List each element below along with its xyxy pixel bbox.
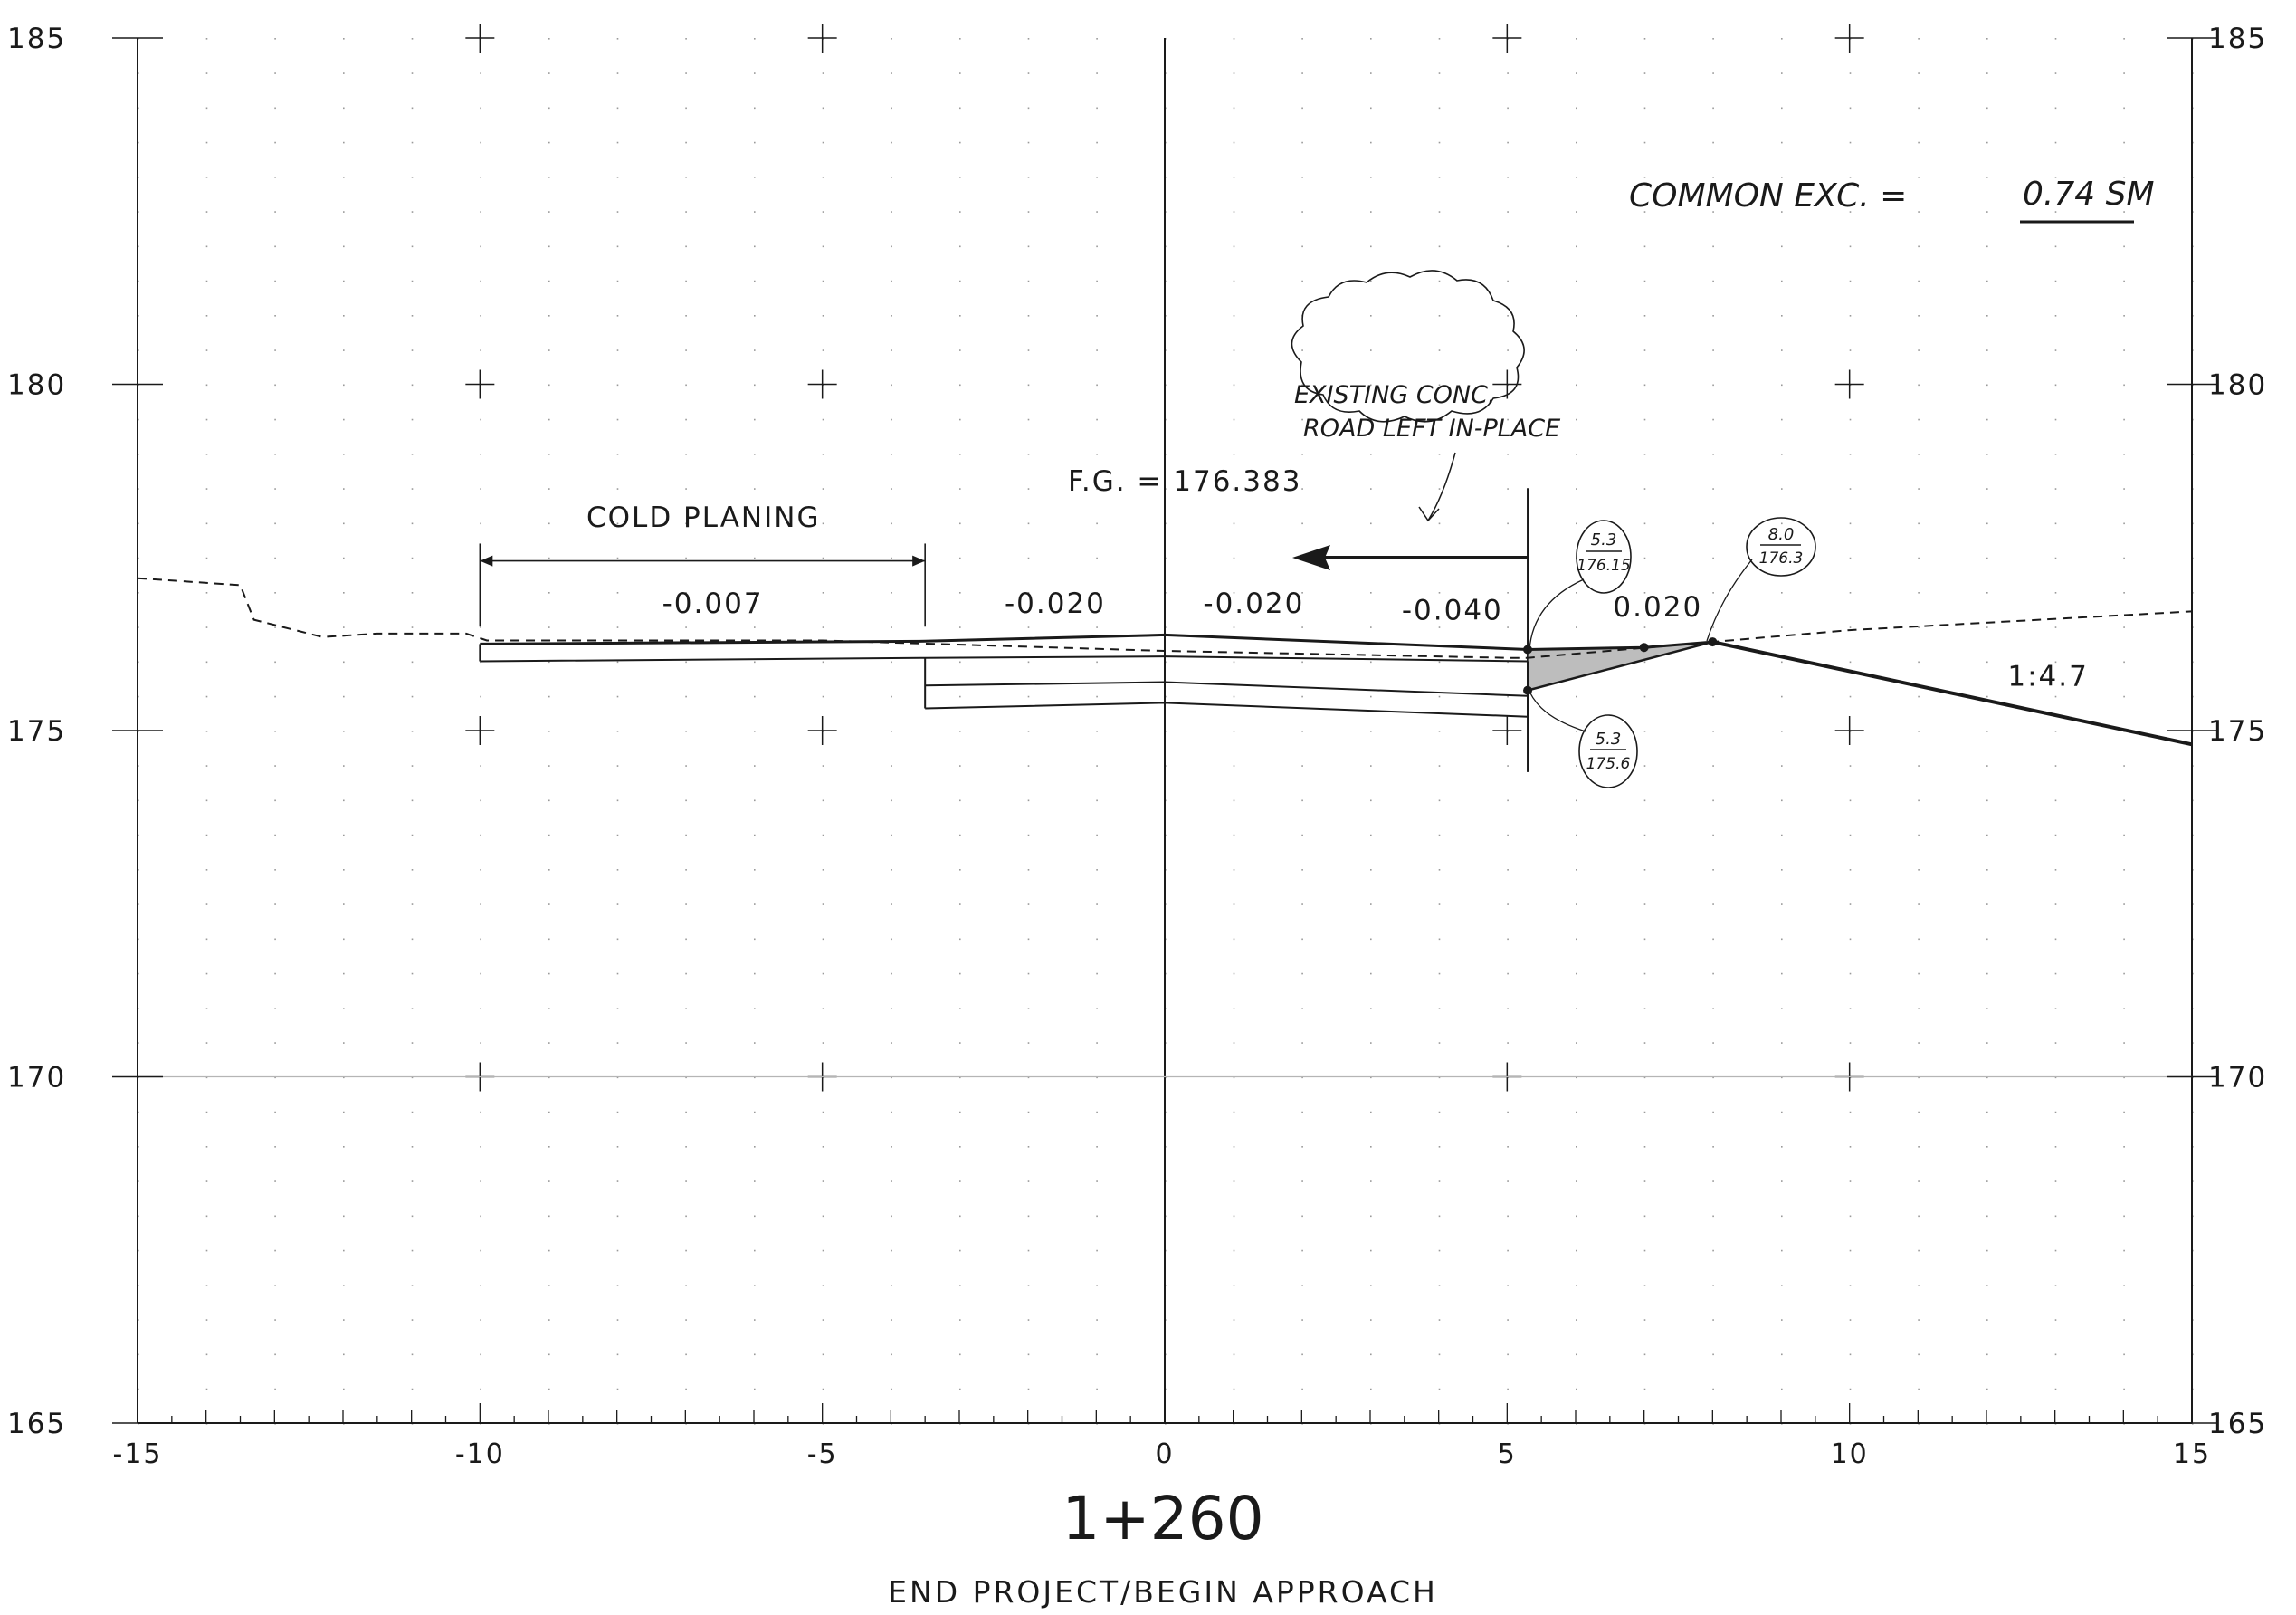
callout-2-top: 8.0 <box>1768 525 1795 544</box>
base-bottom-line <box>925 702 1529 718</box>
x-tick-label: 0 <box>1155 1438 1174 1470</box>
grid-cross <box>807 369 837 399</box>
y-tick-label-right: 165 <box>2208 1408 2267 1440</box>
slope-label: -0.007 <box>662 588 764 620</box>
callout-2-bottom: 176.3 <box>1759 549 1804 568</box>
section-geometry <box>137 543 2193 747</box>
grid-cross <box>1492 24 1522 53</box>
subtitle-label: END PROJECT/BEGIN APPROACH <box>888 1574 1438 1610</box>
cold-planing-arrow-left <box>480 555 493 567</box>
callout-1-bottom: 176.15 <box>1577 557 1630 575</box>
grid-cross <box>807 24 837 53</box>
x-tick-label: 10 <box>1831 1438 1869 1470</box>
slope-label: -0.020 <box>1203 588 1304 620</box>
section-labels: -0.007 -0.020 -0.020 -0.040 0.020 1:4.7 <box>662 588 2088 693</box>
slope-label: 1:4.7 <box>2007 660 2088 693</box>
x-tick-label: -15 <box>113 1438 163 1470</box>
grid-cross <box>465 24 495 53</box>
callout-2: 8.0 176.3 <box>1706 517 1816 642</box>
callout-3-bottom: 175.6 <box>1586 755 1631 773</box>
cloud-leader-arrowhead <box>1418 506 1440 522</box>
base-top-line <box>925 681 1529 697</box>
foreslope-line <box>1527 640 1713 692</box>
control-point <box>1708 637 1718 647</box>
cloud-outline <box>1291 270 1525 423</box>
x-tick-label: -5 <box>807 1438 838 1470</box>
y-tick-label-left: 165 <box>7 1408 66 1440</box>
slope-label: -0.020 <box>1005 588 1106 620</box>
slope-label: 0.020 <box>1613 591 1702 624</box>
grid-cross <box>1834 716 1864 745</box>
cloud-leader <box>1427 452 1456 521</box>
y-tick-label-left: 175 <box>7 715 66 748</box>
grid-cross <box>807 716 837 745</box>
cold-planing-label: COLD PLANING <box>586 502 820 534</box>
grid-cross <box>1834 369 1864 399</box>
x-tick-label: 5 <box>1498 1438 1517 1470</box>
x-tick-label: -10 <box>455 1438 505 1470</box>
pavement-bottom-line <box>480 655 1529 663</box>
slope-label: -0.040 <box>1402 595 1503 627</box>
control-point <box>1523 645 1533 655</box>
grid-cross <box>465 369 495 399</box>
y-tick-label-right: 180 <box>2208 369 2267 402</box>
common-exc-value: 0.74 SM <box>2023 176 2155 213</box>
y-tick-label-left: 180 <box>7 369 66 402</box>
direction-arrowhead <box>1292 545 1330 570</box>
station-label: 1+260 <box>1062 1484 1263 1553</box>
cloud-note-line-2: ROAD LEFT IN-PLACE <box>1303 415 1560 443</box>
grid-cross <box>1834 24 1864 53</box>
cold-planing-arrow-right <box>912 555 926 567</box>
control-point <box>1639 643 1649 653</box>
side-slope-line <box>1711 640 2193 747</box>
y-tick-label-left: 185 <box>7 23 66 55</box>
y-tick-label-right: 185 <box>2208 23 2267 55</box>
callout-3: 5.3 175.6 <box>1529 691 1638 788</box>
finished-grade-line <box>480 633 1713 652</box>
y-tick-label-right: 170 <box>2208 1062 2267 1094</box>
grid-cross <box>465 716 495 745</box>
callout-1-top: 5.3 <box>1591 530 1617 549</box>
fg-label: F.G. = 176.383 <box>1068 465 1301 498</box>
x-tick-label: 15 <box>2173 1438 2211 1470</box>
callout-1: 5.3 176.15 <box>1529 520 1632 651</box>
callout-3-top: 5.3 <box>1596 730 1622 749</box>
y-tick-label-right: 175 <box>2208 715 2267 748</box>
grid-cross <box>1492 716 1522 745</box>
axis-ticks: -15 -10 -5 0 5 10 15 185 185 180 180 175 175 170 170 16… <box>7 23 2267 1470</box>
y-tick-label-left: 170 <box>7 1062 66 1094</box>
plot-frame <box>137 38 2193 1424</box>
cloud-note-line-1: EXISTING CONC. <box>1294 381 1496 409</box>
common-exc-label: COMMON EXC. = <box>1629 177 1907 215</box>
